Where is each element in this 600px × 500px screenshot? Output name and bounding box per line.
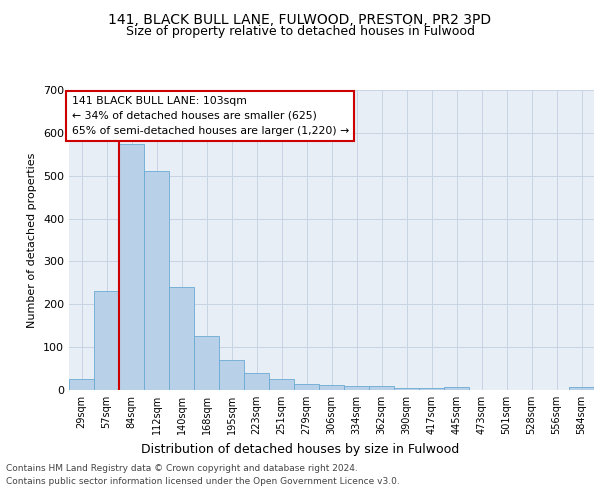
Bar [569,387,594,390]
Bar [144,172,169,390]
Bar [119,144,144,390]
Text: Distribution of detached houses by size in Fulwood: Distribution of detached houses by size … [141,442,459,456]
Text: Contains HM Land Registry data © Crown copyright and database right 2024.: Contains HM Land Registry data © Crown c… [6,464,358,473]
Bar [319,385,344,390]
Bar [294,384,319,390]
Bar [219,360,244,390]
Text: Contains public sector information licensed under the Open Government Licence v3: Contains public sector information licen… [6,477,400,486]
Bar [169,287,194,390]
Text: 141, BLACK BULL LANE, FULWOOD, PRESTON, PR2 3PD: 141, BLACK BULL LANE, FULWOOD, PRESTON, … [109,12,491,26]
Bar [394,388,419,390]
Bar [419,388,444,390]
Bar [194,336,219,390]
Bar [369,386,394,390]
Bar [269,380,294,390]
Bar [444,386,469,390]
Text: 141 BLACK BULL LANE: 103sqm
← 34% of detached houses are smaller (625)
65% of se: 141 BLACK BULL LANE: 103sqm ← 34% of det… [71,96,349,136]
Bar [69,380,94,390]
Y-axis label: Number of detached properties: Number of detached properties [28,152,37,328]
Text: Size of property relative to detached houses in Fulwood: Size of property relative to detached ho… [125,25,475,38]
Bar [94,292,119,390]
Bar [344,386,369,390]
Bar [244,373,269,390]
